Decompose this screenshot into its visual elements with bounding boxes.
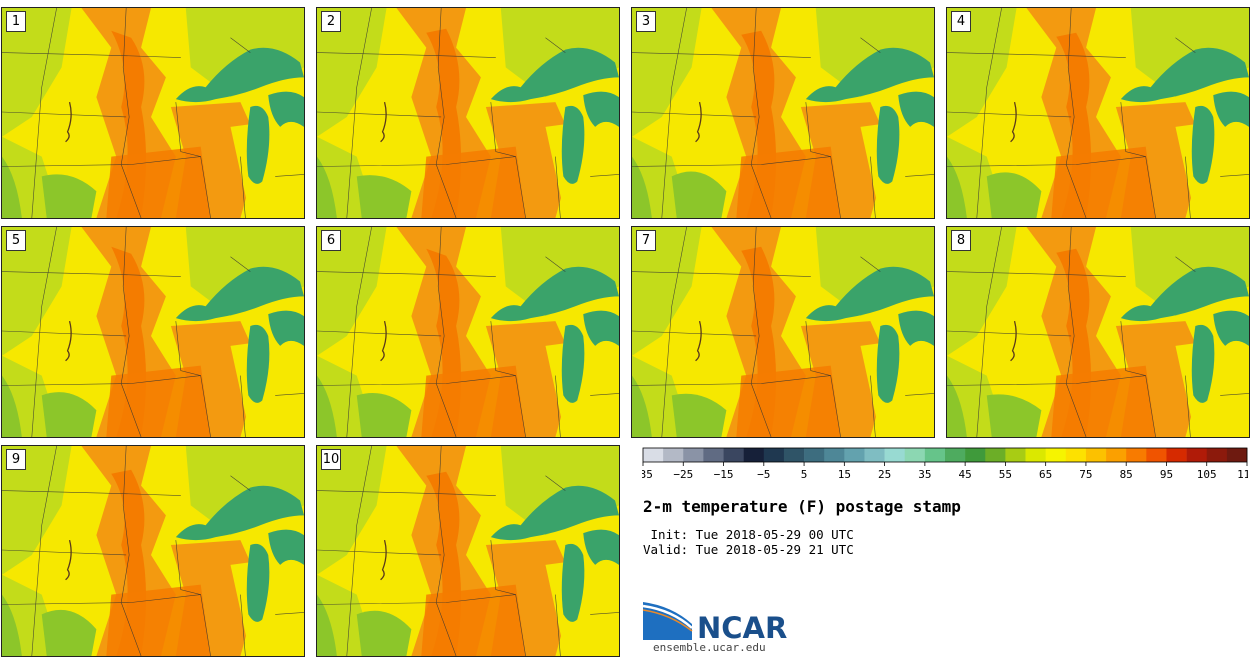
colorbar-swatch (683, 448, 704, 462)
colorbar-tick-label: 55 (999, 468, 1012, 481)
member-number-label: 4 (951, 11, 971, 32)
valid-time: Valid: Tue 2018-05-29 21 UTC (643, 542, 854, 557)
colorbar-tick-label: 35 (918, 468, 931, 481)
colorbar-swatch (1005, 448, 1026, 462)
colorbar-tick-label: −5 (757, 468, 770, 481)
ncar-logo-arc-white (642, 604, 693, 629)
member-number-label: 5 (6, 230, 26, 251)
ncar-wordmark: NCAR (697, 611, 788, 645)
ensemble-member-panel: 5 (1, 226, 305, 438)
colorbar-swatch (1126, 448, 1147, 462)
colorbar-swatch (945, 448, 966, 462)
colorbar-swatch (1045, 448, 1067, 462)
colorbar-swatch (743, 448, 765, 462)
colorbar-swatch (643, 448, 664, 462)
website-url: ensemble.ucar.edu (653, 641, 766, 654)
colorbar-swatch (763, 448, 785, 462)
ensemble-member-panel: 7 (631, 226, 935, 438)
colorbar-tick-label: 65 (1039, 468, 1052, 481)
ncar-logo-arc-orange (642, 609, 693, 632)
colorbar-tick-label: −25 (673, 468, 693, 481)
colorbar-swatch (1206, 448, 1228, 462)
colorbar-swatch (1186, 448, 1208, 462)
member-number-label: 7 (636, 230, 656, 251)
ncar-logo (642, 602, 693, 640)
colorbar-swatch (783, 448, 805, 462)
colorbar-swatch (1226, 448, 1248, 462)
colorbar-tick-label: 115 (1237, 468, 1248, 481)
ncar-logo-swoosh (643, 602, 692, 640)
colorbar-swatch (824, 448, 845, 462)
colorbar-swatch (1106, 448, 1127, 462)
colorbar-swatch (904, 448, 926, 462)
colorbar-tick-label: −35 (642, 468, 653, 481)
colorbar-swatch (723, 448, 744, 462)
member-number-label: 1 (6, 11, 26, 32)
colorbar-swatch (884, 448, 906, 462)
member-number-label: 10 (321, 449, 341, 470)
ensemble-member-panel: 8 (946, 226, 1250, 438)
colorbar-tick-label: 105 (1197, 468, 1217, 481)
ensemble-member-panel: 2 (316, 7, 620, 219)
colorbar-swatch (1166, 448, 1187, 462)
colorbar-tick-label: −15 (714, 468, 734, 481)
colorbar-swatch (1085, 448, 1107, 462)
colorbar-swatch (965, 448, 986, 462)
colorbar-swatch (703, 448, 724, 462)
colorbar-tick-label: 75 (1079, 468, 1092, 481)
member-number-label: 9 (6, 449, 26, 470)
init-time: Init: Tue 2018-05-29 00 UTC (643, 527, 854, 542)
ensemble-member-panel: 9 (1, 445, 305, 657)
colorbar-tick-label: 95 (1160, 468, 1173, 481)
colorbar-tick-label: 85 (1120, 468, 1133, 481)
colorbar-swatch (1025, 448, 1046, 462)
colorbar-swatch (864, 448, 885, 462)
colorbar-swatch (663, 448, 684, 462)
ensemble-member-panel: 10 (316, 445, 620, 657)
ensemble-member-panel: 1 (1, 7, 305, 219)
map-title: 2-m temperature (F) postage stamp (643, 497, 961, 516)
ensemble-member-panel: 4 (946, 7, 1250, 219)
colorbar-swatch (1146, 448, 1167, 462)
member-number-label: 8 (951, 230, 971, 251)
member-number-label: 3 (636, 11, 656, 32)
member-number-label: 6 (321, 230, 341, 251)
colorbar-swatch (924, 448, 946, 462)
colorbar-swatch (985, 448, 1006, 462)
member-number-label: 2 (321, 11, 341, 32)
colorbar-swatch (1065, 448, 1087, 462)
colorbar-swatch (844, 448, 865, 462)
colorbar-tick-label: 45 (959, 468, 972, 481)
ensemble-member-panel: 6 (316, 226, 620, 438)
colorbar-tick-label: 25 (878, 468, 891, 481)
colorbar-tick-label: 15 (838, 468, 851, 481)
colorbar-frame (642, 447, 1248, 463)
colorbar-swatch (804, 448, 825, 462)
temperature-colorbar: −35 −25 −15 −5 5 15 25 35 45 55 65 75 85 95 105 115 (642, 447, 1248, 481)
colorbar-tick-label: 5 (801, 468, 808, 481)
ensemble-member-panel: 3 (631, 7, 935, 219)
